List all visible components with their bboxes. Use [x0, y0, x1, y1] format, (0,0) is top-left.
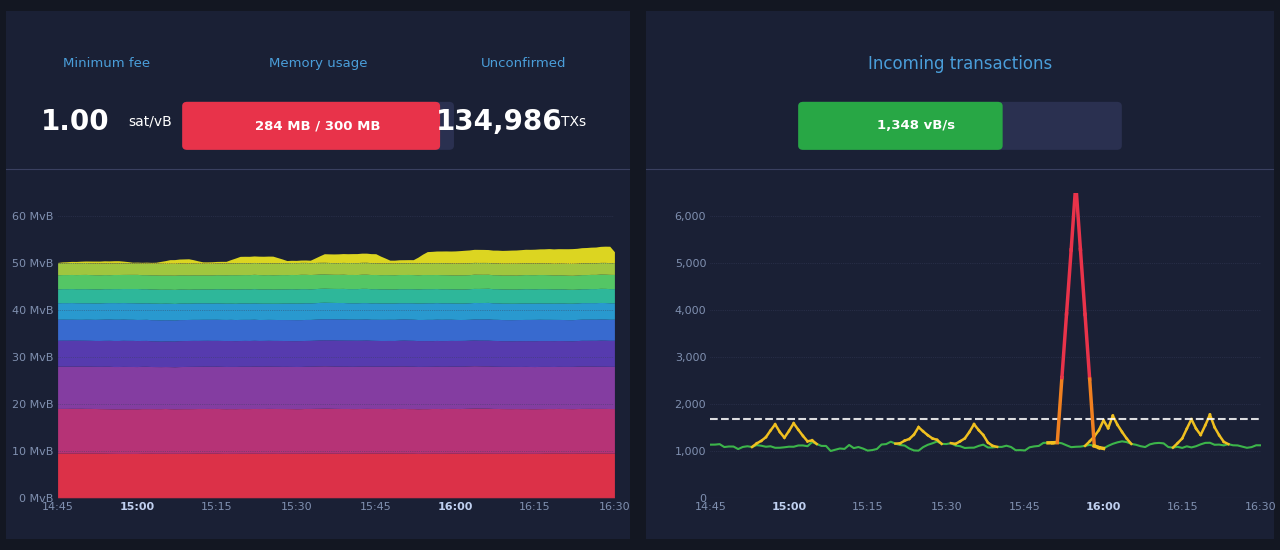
Text: 134,986: 134,986	[435, 108, 562, 136]
FancyBboxPatch shape	[799, 102, 1002, 150]
FancyBboxPatch shape	[182, 102, 454, 150]
Text: TXs: TXs	[561, 115, 586, 129]
Text: Incoming transactions: Incoming transactions	[868, 55, 1052, 73]
Text: Minimum fee: Minimum fee	[63, 57, 150, 70]
Text: Unconfirmed: Unconfirmed	[481, 57, 567, 70]
Text: Memory usage: Memory usage	[269, 57, 367, 70]
Text: 1,348 vB/s: 1,348 vB/s	[877, 119, 955, 132]
Text: 284 MB / 300 MB: 284 MB / 300 MB	[255, 119, 381, 132]
Text: 1.00: 1.00	[41, 108, 109, 136]
Text: sat/vB: sat/vB	[128, 115, 172, 129]
FancyBboxPatch shape	[182, 102, 440, 150]
FancyBboxPatch shape	[799, 102, 1121, 150]
